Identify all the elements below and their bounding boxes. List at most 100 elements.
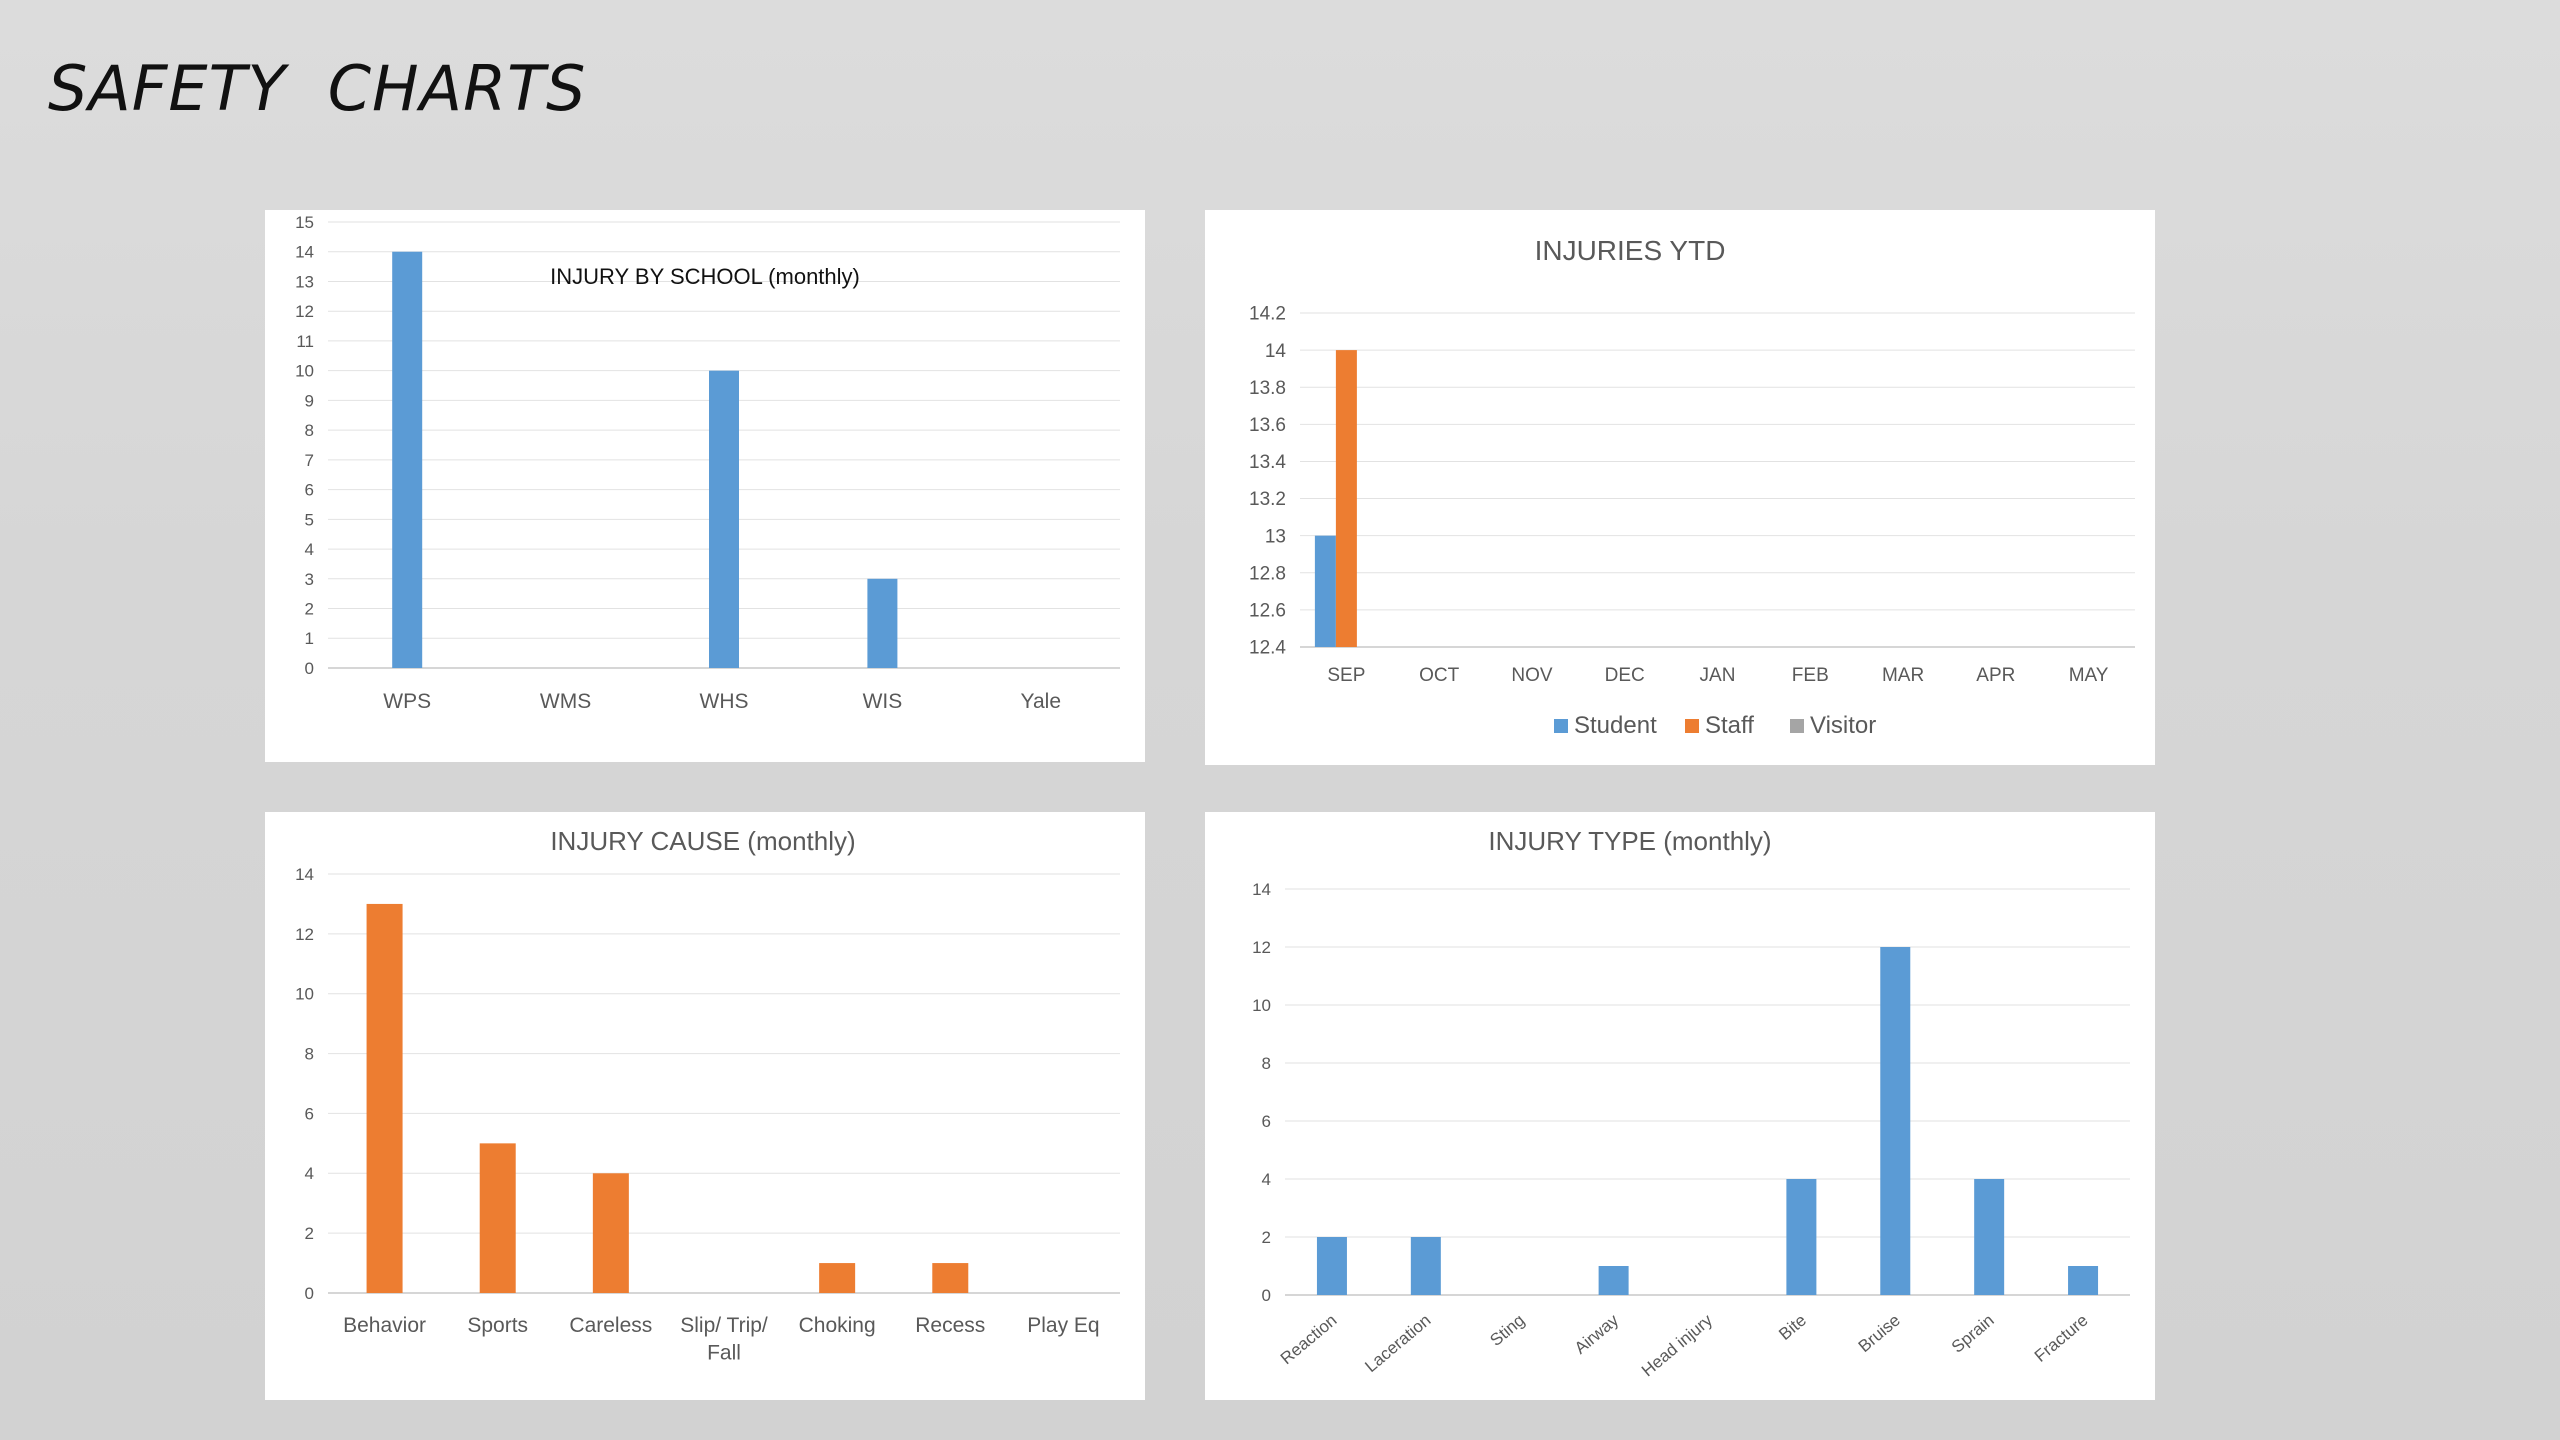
y-tick-label-5: 5 [305, 510, 314, 529]
y-tick-label-6: 6 [1262, 1112, 1271, 1131]
y-tick-label-13: 13 [295, 272, 314, 291]
y-tick-label-12-4: 12.4 [1249, 638, 1286, 659]
x-tick-label-apr: APR [1976, 665, 2015, 686]
bar-sprain [1974, 1179, 2005, 1295]
y-tick-label-1: 1 [305, 629, 314, 648]
x-tick-label-choking: Choking [799, 1314, 876, 1337]
x-tick-label-bruise: Bruise [1855, 1311, 1904, 1357]
y-tick-label-7: 7 [305, 451, 314, 470]
x-tick-label-nov: NOV [1511, 665, 1553, 686]
injury-type-panel: 0 2 4 6 8 10 12 14 INJURY TYPE (monthly) Reaction… [1205, 812, 2155, 1400]
bar-airway [1598, 1266, 1629, 1295]
y-tick-label-11: 11 [296, 332, 314, 351]
x-tick-label-mar: MAR [1882, 665, 1924, 686]
x-tick-label-slip-trip-fall: Slip/ Trip/Fall [680, 1314, 768, 1364]
y-tick-label-14: 14 [1252, 880, 1271, 899]
injury-by-school-panel: 0 1 2 3 4 5 6 7 8 9 10 11 12 13 14 15 INJURY BY SCHOOL (… [265, 210, 1145, 762]
x-tick-label-behavior: Behavior [343, 1314, 426, 1337]
bar-fracture [2068, 1266, 2099, 1295]
y-tick-label-2: 2 [305, 599, 314, 618]
y-tick-label-2: 2 [305, 1224, 314, 1243]
injuries-ytd-chart: 12.4 12.6 12.8 13 13.2 13.4 13.6 13.8 14 14.2 INJU… [1249, 235, 2135, 739]
y-tick-label-8: 8 [305, 421, 314, 440]
y-tick-label-4: 4 [1262, 1170, 1271, 1189]
bar-bite [1786, 1179, 1817, 1295]
bar-bruise [1880, 947, 1911, 1295]
y-tick-label-13-6: 13.6 [1249, 415, 1286, 436]
y-tick-label-4: 4 [305, 1164, 314, 1183]
bar-sep-student [1314, 535, 1336, 647]
y-tick-label-2: 2 [1262, 1228, 1271, 1247]
y-tick-label-10: 10 [295, 362, 314, 381]
y-tick-label-12: 12 [295, 302, 314, 321]
y-tick-label-14: 14 [1265, 341, 1287, 362]
y-tick-label-0: 0 [305, 1284, 314, 1303]
legend-swatch-visitor [1790, 719, 1804, 733]
x-tick-label-yale: Yale [1021, 690, 1061, 713]
bar-choking [819, 1263, 856, 1293]
injury-cause-chart: 0 2 4 6 8 10 12 14 INJURY CAUSE (monthly) Behavio… [295, 826, 1120, 1364]
bar-reaction [1316, 1237, 1347, 1295]
x-tick-label-head-injury: Head injury [1638, 1310, 1716, 1380]
y-tick-label-8: 8 [1262, 1054, 1271, 1073]
x-tick-label-laceration: Laceration [1361, 1311, 1434, 1377]
x-tick-label-reaction: Reaction [1277, 1311, 1341, 1369]
x-tick-label-jan: JAN [1700, 665, 1736, 686]
chart-title: INJURY BY SCHOOL (monthly) [550, 264, 860, 289]
x-tick-label-airway: Airway [1571, 1310, 1623, 1358]
y-tick-label-0: 0 [305, 659, 314, 678]
legend-label-staff: Staff [1705, 712, 1754, 739]
bar-wis [867, 578, 898, 668]
chart-title: INJURY CAUSE (monthly) [550, 826, 855, 856]
x-tick-label-fracture: Fracture [2031, 1311, 2092, 1366]
bar-behavior [366, 903, 403, 1293]
bar-recess [932, 1263, 969, 1293]
y-tick-label-9: 9 [305, 391, 314, 410]
x-tick-label-may: MAY [2069, 665, 2109, 686]
chart-title: INJURIES YTD [1535, 235, 1726, 266]
bar-sports [479, 1143, 516, 1293]
y-tick-label-8: 8 [305, 1045, 314, 1064]
x-tick-label-sprain: Sprain [1948, 1311, 1998, 1357]
x-tick-label-wis: WIS [863, 690, 903, 713]
y-tick-label-12-6: 12.6 [1249, 601, 1286, 622]
bar-careless [592, 1173, 629, 1293]
legend-label-student: Student [1574, 712, 1657, 739]
y-tick-label-10: 10 [295, 985, 314, 1004]
chart-title: INJURY TYPE (monthly) [1488, 826, 1771, 856]
y-tick-label-14: 14 [295, 243, 314, 262]
y-tick-label-15: 15 [295, 213, 314, 232]
bar-laceration [1410, 1237, 1441, 1295]
y-tick-label-6: 6 [305, 1104, 314, 1123]
y-tick-label-13-4: 13.4 [1249, 452, 1286, 473]
y-tick-label-10: 10 [1252, 996, 1271, 1015]
legend-swatch-student [1554, 719, 1568, 733]
legend-label-visitor: Visitor [1810, 712, 1876, 739]
x-tick-label-feb: FEB [1792, 665, 1829, 686]
y-tick-label-12: 12 [295, 925, 314, 944]
x-tick-label-play-eq: Play Eq [1027, 1314, 1099, 1337]
x-tick-label-bite: Bite [1775, 1311, 1810, 1344]
y-tick-label-13-8: 13.8 [1249, 378, 1286, 399]
injury-type-chart: 0 2 4 6 8 10 12 14 INJURY TYPE (monthly) Reaction… [1252, 826, 2130, 1380]
x-tick-label-wms: WMS [540, 690, 591, 713]
page-title: SAFETY CHARTS [48, 52, 587, 125]
x-tick-label-whs: WHS [700, 690, 749, 713]
y-tick-label-14-2: 14.2 [1249, 304, 1286, 325]
injuries-ytd-panel: 12.4 12.6 12.8 13 13.2 13.4 13.6 13.8 14 14.2 INJU… [1205, 210, 2155, 765]
x-tick-label-sep: SEP [1327, 665, 1365, 686]
y-tick-label-14: 14 [295, 865, 314, 884]
y-tick-label-13: 13 [1265, 526, 1286, 547]
x-tick-label-sports: Sports [467, 1314, 528, 1337]
bar-wps [392, 251, 423, 668]
y-tick-label-3: 3 [305, 570, 314, 589]
bar-sep-staff [1335, 350, 1357, 647]
injury-cause-panel: 0 2 4 6 8 10 12 14 INJURY CAUSE (monthly) Behavio… [265, 812, 1145, 1400]
x-tick-label-wps: WPS [383, 690, 431, 713]
x-tick-label-recess: Recess [915, 1314, 985, 1337]
x-tick-label-dec: DEC [1605, 665, 1645, 686]
y-tick-label-0: 0 [1262, 1286, 1271, 1305]
x-tick-label-sting: Sting [1486, 1311, 1528, 1350]
y-tick-label-13-2: 13.2 [1249, 489, 1286, 510]
